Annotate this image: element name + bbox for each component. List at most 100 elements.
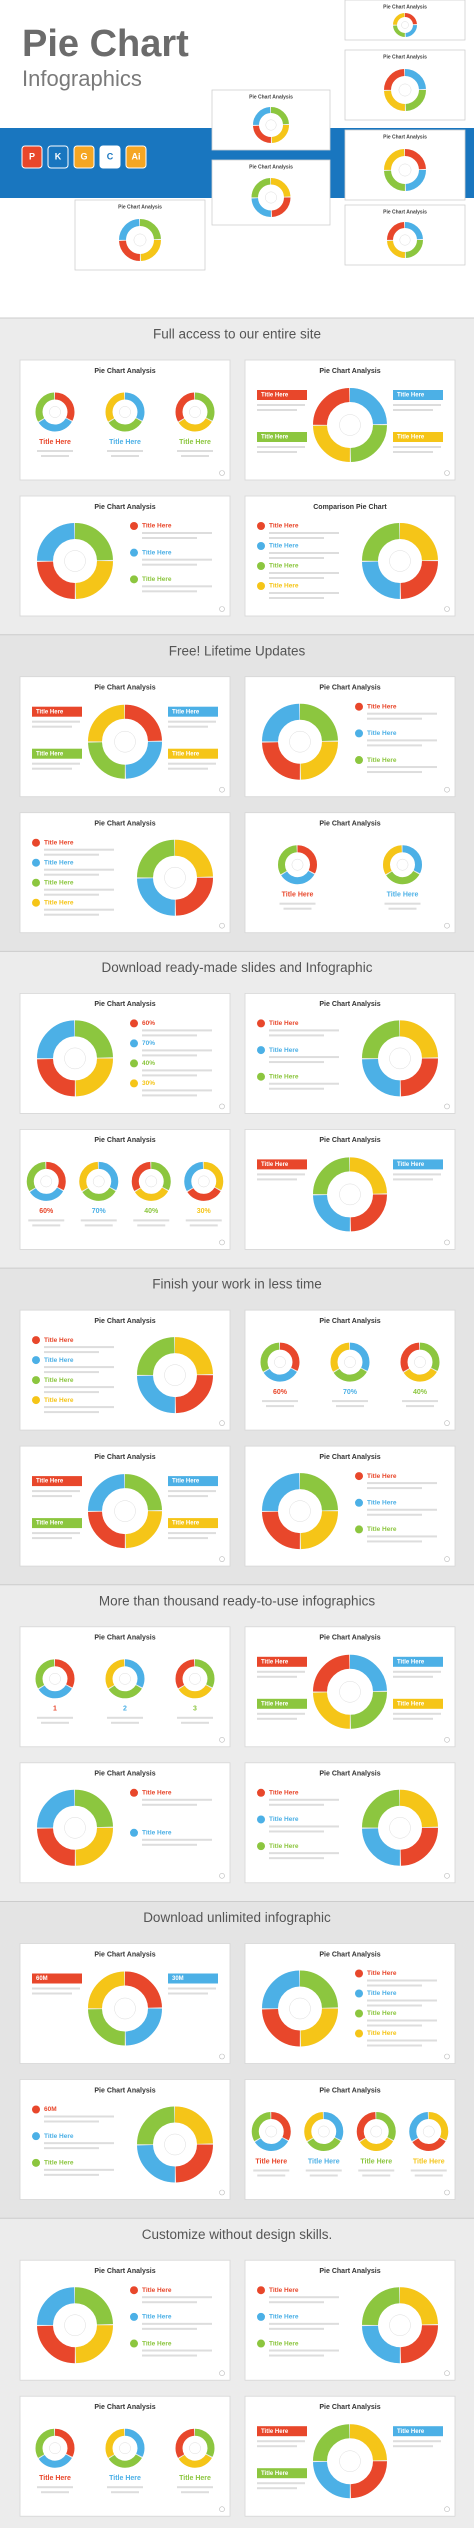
slide-title: Pie Chart Analysis — [94, 368, 155, 375]
text-placeholder — [32, 1495, 72, 1498]
donut-segment — [262, 1473, 338, 1550]
text-placeholder — [262, 1400, 298, 1403]
donut-segment — [37, 1789, 113, 1866]
text-placeholder — [142, 590, 197, 593]
text-placeholder — [142, 2322, 212, 2325]
slide-item: Title Here — [261, 1701, 289, 1707]
slide-item: 60% — [39, 1208, 54, 1215]
text-placeholder — [362, 2174, 391, 2177]
slide-item: Title Here — [397, 435, 425, 441]
app-icon — [125, 145, 147, 169]
app-icon-label: Ai — [132, 151, 141, 161]
donut-segment — [384, 69, 426, 111]
donut-segment — [313, 1654, 387, 1729]
item-bullet — [257, 1019, 265, 1028]
donut-segment — [260, 1342, 300, 1382]
text-placeholder — [168, 1532, 216, 1535]
donut-segment — [184, 1161, 224, 1201]
text-placeholder — [406, 1405, 434, 1408]
donut-segment — [278, 845, 317, 885]
text-placeholder — [269, 577, 324, 579]
item-bullet — [130, 1039, 138, 1048]
slide-item: Title Here — [36, 1479, 64, 1485]
slide-page-dot — [219, 922, 225, 929]
donut-center — [64, 1047, 86, 1070]
app-icon — [73, 145, 95, 169]
slide-item: Title Here — [142, 523, 172, 530]
text-placeholder — [388, 907, 417, 910]
text-placeholder — [142, 2301, 197, 2304]
donut-segment — [409, 2112, 449, 2151]
donut-segment — [278, 845, 317, 885]
text-placeholder — [44, 853, 99, 856]
slide-page-dot — [219, 2053, 225, 2060]
text-placeholder — [44, 893, 99, 896]
donut-segment — [26, 1161, 66, 1201]
text-placeholder — [41, 455, 69, 457]
slide-item: Title Here — [269, 1073, 299, 1080]
slide — [244, 2079, 456, 2200]
text-placeholder — [367, 1979, 437, 1982]
item-tag — [168, 706, 218, 717]
item-bullet — [32, 838, 40, 847]
slide — [244, 2259, 456, 2381]
slide-title: Pie Chart Analysis — [319, 685, 380, 692]
slide-item: Title Here — [261, 435, 289, 441]
slide-item: Title Here — [44, 879, 74, 886]
app-icon — [99, 145, 121, 169]
donut-segment — [260, 1342, 300, 1382]
donut-center — [289, 730, 311, 753]
item-bullet — [257, 1842, 265, 1851]
donut-segment — [37, 523, 113, 599]
text-placeholder — [367, 771, 422, 774]
donut-segment — [35, 1659, 75, 1699]
collage-slide-title: Pie Chart Analysis — [249, 164, 293, 170]
slide-item: Title Here — [255, 2158, 287, 2165]
donut-center — [291, 858, 304, 871]
item-tag — [32, 1973, 82, 1984]
slide-title: Pie Chart Analysis — [319, 2268, 380, 2275]
donut-center — [344, 1356, 356, 1368]
text-placeholder — [393, 1712, 441, 1715]
slide-item: 70% — [142, 1040, 155, 1047]
slide-title: Pie Chart Analysis — [94, 821, 155, 828]
text-placeholder — [133, 1219, 170, 1222]
text-placeholder — [257, 2482, 305, 2485]
slide — [244, 1762, 456, 1884]
slide-item: Title Here — [109, 439, 141, 446]
text-placeholder — [44, 1411, 99, 1414]
collage-slide-title: Pie Chart Analysis — [383, 134, 427, 140]
text-placeholder — [142, 558, 212, 561]
text-placeholder — [142, 1054, 197, 1057]
text-placeholder — [269, 2327, 324, 2330]
donut-segment — [175, 2428, 215, 2468]
text-placeholder — [309, 2174, 338, 2177]
text-placeholder — [41, 1721, 69, 1724]
item-bullet — [257, 1815, 265, 1824]
donut-segment — [387, 222, 423, 258]
slide-title: Pie Chart Analysis — [319, 1137, 380, 1144]
section-heading: Download unlimited infographic — [143, 1910, 331, 1925]
slide-title: Pie Chart Analysis — [319, 368, 380, 375]
text-placeholder — [367, 2019, 437, 2022]
text-placeholder — [257, 1178, 297, 1181]
text-placeholder — [142, 2349, 212, 2352]
donut-center — [389, 550, 411, 572]
text-placeholder — [44, 1366, 114, 1369]
slide-title: Pie Chart Analysis — [319, 2087, 380, 2094]
slide-title: Pie Chart Analysis — [94, 685, 155, 692]
slide-item: Title Here — [179, 439, 211, 446]
slide — [244, 1445, 456, 1567]
text-placeholder — [336, 1405, 364, 1408]
text-placeholder — [41, 2491, 69, 2494]
text-placeholder — [32, 767, 72, 770]
item-bullet — [355, 1472, 363, 1481]
text-placeholder — [168, 1490, 216, 1493]
slide — [19, 1129, 231, 1250]
donut-segment — [131, 1161, 171, 1201]
slide-item: Title Here — [172, 709, 200, 715]
slide-page-dot — [219, 2370, 225, 2376]
donut-segment — [175, 2428, 215, 2468]
text-placeholder — [142, 585, 212, 588]
text-placeholder — [367, 2024, 422, 2027]
